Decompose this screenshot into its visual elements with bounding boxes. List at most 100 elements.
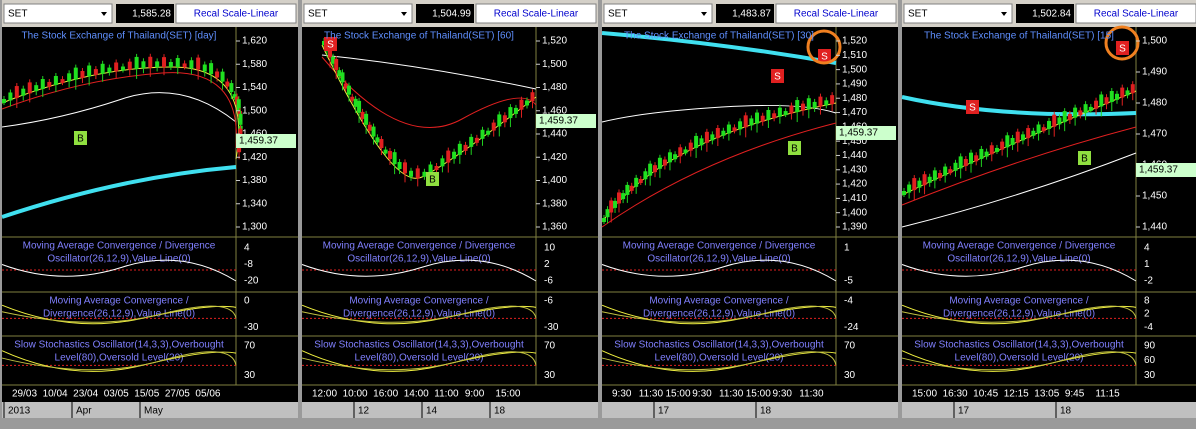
price: 1,502.84 bbox=[1032, 9, 1071, 20]
candle bbox=[984, 151, 989, 157]
signal-line bbox=[901, 351, 1137, 371]
price-tick: 1,450 bbox=[842, 136, 867, 147]
signal-line bbox=[301, 351, 537, 371]
price-tick: 1,400 bbox=[842, 207, 867, 218]
candle bbox=[1020, 134, 1025, 141]
candle bbox=[927, 176, 932, 183]
time-label: 16:00 bbox=[373, 389, 398, 400]
candle bbox=[994, 147, 999, 152]
indicator-title: Divergence(26,12,9),Value Line(0) bbox=[43, 309, 195, 320]
dropdown-arrow bbox=[401, 12, 407, 16]
indicator-title: Moving Average Convergence / bbox=[949, 296, 1089, 307]
candle bbox=[480, 129, 485, 139]
candle bbox=[963, 159, 968, 167]
candle bbox=[141, 61, 146, 69]
recal-button[interactable] bbox=[775, 3, 897, 24]
candle bbox=[760, 115, 765, 122]
price-box bbox=[1016, 4, 1074, 23]
signal-marker bbox=[788, 141, 801, 155]
price: 1,483.87 bbox=[732, 9, 771, 20]
indicator-title: Oscillator(26,12,9),Value Line(0) bbox=[647, 254, 790, 265]
recal-label: Recal Scale-Linear bbox=[1094, 9, 1179, 20]
candle bbox=[673, 154, 678, 160]
indicator-title: Moving Average Convergence / bbox=[49, 296, 189, 307]
signal-label: B bbox=[77, 134, 84, 145]
candle bbox=[513, 107, 518, 114]
symbol-select[interactable] bbox=[303, 3, 413, 24]
price-tick: 1,460 bbox=[542, 105, 567, 116]
indicator-tick: -4 bbox=[1144, 322, 1153, 333]
candle bbox=[1057, 117, 1062, 125]
chart-panel: SET 1,502.84 Recal Scale-Linear S B S The Stoc… bbox=[901, 0, 1196, 418]
candle bbox=[1115, 93, 1120, 100]
candle bbox=[777, 107, 782, 117]
signal-label: S bbox=[969, 103, 976, 114]
candle bbox=[1000, 141, 1005, 150]
price: 1,504.99 bbox=[432, 9, 471, 20]
indicator-title: Oscillator(26,12,9),Value Line(0) bbox=[47, 254, 190, 265]
candle bbox=[657, 157, 662, 169]
candle bbox=[902, 191, 906, 195]
signal-line bbox=[1, 351, 237, 371]
candle bbox=[40, 79, 45, 90]
time-label: 9:45 bbox=[1065, 389, 1085, 400]
indicator-tick: -30 bbox=[244, 322, 259, 333]
price-tick: 1,510 bbox=[842, 50, 867, 61]
symbol: SET bbox=[908, 9, 927, 20]
candle bbox=[783, 111, 788, 116]
candle bbox=[1130, 84, 1135, 94]
price-tick: 1,480 bbox=[542, 82, 567, 93]
symbol-select[interactable] bbox=[3, 3, 113, 24]
symbol-select[interactable] bbox=[603, 3, 713, 24]
time-label: 15:00 bbox=[746, 389, 771, 400]
ma-red bbox=[901, 126, 1137, 206]
candle bbox=[738, 121, 743, 130]
signal-marker bbox=[1078, 151, 1091, 165]
indicator-title: Slow Stochastics Oscillator(14,3,3),Over… bbox=[914, 340, 1124, 351]
indicator-title: Moving Average Convergence / Divergence bbox=[923, 241, 1116, 252]
price-lines: SB bbox=[321, 37, 537, 187]
recal-button[interactable] bbox=[175, 3, 297, 24]
indicator-tick: 30 bbox=[244, 370, 256, 381]
chart-title: The Stock Exchange of Thailand(SET) [day… bbox=[22, 31, 217, 42]
candle bbox=[383, 149, 388, 154]
candle bbox=[1062, 111, 1067, 123]
candle bbox=[1052, 114, 1057, 127]
candle bbox=[34, 85, 39, 92]
candle bbox=[694, 135, 699, 148]
price-tick: 1,340 bbox=[242, 198, 267, 209]
candle bbox=[27, 82, 32, 94]
candle bbox=[726, 124, 731, 134]
indicator-tick: -8 bbox=[244, 259, 253, 270]
time-label: 10:45 bbox=[973, 389, 998, 400]
signal-marker bbox=[324, 37, 337, 51]
recal-button[interactable] bbox=[1075, 3, 1196, 24]
candle bbox=[402, 162, 407, 174]
candle bbox=[21, 88, 26, 96]
indicator-tick: -20 bbox=[244, 276, 259, 287]
candle bbox=[334, 58, 339, 70]
candle bbox=[1073, 107, 1078, 118]
candle bbox=[932, 170, 937, 181]
dropdown-arrow bbox=[701, 12, 707, 16]
symbol: SET bbox=[8, 9, 27, 20]
time-label: 12:15 bbox=[1004, 389, 1029, 400]
last-price-box bbox=[536, 114, 596, 128]
candle bbox=[613, 200, 618, 208]
indicator-tick: 60 bbox=[1144, 355, 1156, 366]
price-tick: 1,500 bbox=[842, 64, 867, 75]
candle bbox=[812, 101, 817, 108]
symbol-select[interactable] bbox=[903, 3, 1013, 24]
price-tick: 1,490 bbox=[1142, 67, 1167, 78]
candle bbox=[162, 57, 167, 68]
date-label: May bbox=[144, 406, 163, 417]
candle bbox=[667, 152, 672, 163]
candle bbox=[602, 218, 606, 222]
candle bbox=[704, 131, 709, 143]
indicator-title: Moving Average Convergence / Divergence bbox=[623, 241, 816, 252]
ma-white bbox=[901, 152, 1137, 228]
date-label: 18 bbox=[760, 406, 772, 417]
candle bbox=[743, 115, 748, 128]
recal-button[interactable] bbox=[475, 3, 597, 24]
candle bbox=[486, 130, 491, 135]
